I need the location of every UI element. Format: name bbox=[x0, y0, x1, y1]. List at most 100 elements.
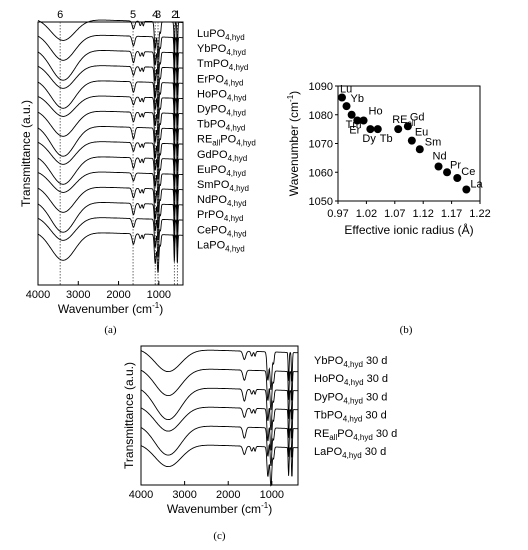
y-axis-label: Transmittance (a.u.) bbox=[122, 362, 136, 469]
y-tick-label: 1090 bbox=[309, 81, 333, 93]
x-tick-label: 4000 bbox=[26, 289, 50, 301]
series-label: SmPO4,hyd bbox=[197, 179, 249, 193]
panel-caption: (c) bbox=[213, 530, 226, 542]
peak-marker-label: 4 bbox=[152, 9, 158, 21]
x-axis-label: Effective ionic radius (Å) bbox=[344, 222, 473, 237]
spectrum-line bbox=[37, 156, 183, 196]
peak-marker-label: 3 bbox=[155, 9, 161, 21]
point-label: Gd bbox=[410, 111, 425, 123]
y-tick-label: 1070 bbox=[309, 139, 333, 151]
point-label: Yb bbox=[351, 93, 364, 105]
panel-caption: (b) bbox=[400, 324, 413, 336]
series-label: YbPO4,hyd 30 d bbox=[314, 355, 387, 369]
spectrum-line bbox=[140, 349, 299, 391]
data-point bbox=[366, 125, 375, 134]
spectrum-line bbox=[37, 217, 183, 257]
x-tick-label: 3000 bbox=[66, 289, 90, 301]
data-point bbox=[434, 162, 443, 171]
x-axis-label: Wavenumber (cm-1) bbox=[167, 501, 272, 516]
point-label: Eu bbox=[415, 127, 428, 139]
series-label: PrPO4,hyd bbox=[197, 209, 243, 223]
y-tick-label: 1050 bbox=[309, 196, 333, 208]
spectrum-line bbox=[37, 232, 183, 273]
spectrum-line bbox=[140, 444, 299, 487]
point-label: Ce bbox=[461, 166, 475, 178]
series-label: TmPO4,hyd bbox=[197, 58, 248, 72]
spectrum-line bbox=[37, 141, 183, 180]
y-axis-label: Wavenumber (cm-1) bbox=[286, 91, 301, 196]
plot-frame bbox=[140, 345, 299, 486]
spectrum-line bbox=[37, 126, 183, 168]
y-axis-label: Transmittance (a.u.) bbox=[19, 100, 33, 207]
data-point bbox=[342, 102, 351, 111]
series-label: EuPO4,hyd bbox=[197, 164, 246, 178]
point-label: Dy bbox=[362, 133, 376, 145]
series-label: HoPO4,hyd 30 d bbox=[314, 373, 388, 387]
data-point bbox=[443, 168, 452, 177]
x-tick-label: 0.97 bbox=[327, 208, 348, 220]
series-label: LaPO4,hyd bbox=[197, 239, 245, 253]
point-label: Sm bbox=[425, 136, 442, 148]
point-label: Ho bbox=[369, 106, 383, 118]
peak-marker-label: 1 bbox=[174, 9, 180, 21]
series-label: TbPO4,hyd bbox=[197, 119, 245, 133]
series-label: DyPO4,hyd 30 d bbox=[314, 391, 387, 405]
panel-caption: (a) bbox=[104, 324, 117, 336]
x-axis-label: Wavenumber (cm-1) bbox=[58, 301, 163, 316]
spectrum-line bbox=[140, 406, 299, 451]
peak-marker-label: 2 bbox=[171, 9, 177, 21]
peak-marker-label: 5 bbox=[130, 9, 136, 21]
point-label: La bbox=[470, 179, 483, 191]
spectrum-line bbox=[140, 425, 299, 467]
series-label: HoPO4,hyd bbox=[197, 88, 247, 102]
spectrum-line bbox=[140, 387, 299, 431]
x-tick-label: 2000 bbox=[106, 289, 130, 301]
series-label: LaPO4,hyd 30 d bbox=[314, 446, 386, 460]
spectrum-line bbox=[37, 50, 183, 91]
series-label: REallPO4,hyd bbox=[197, 134, 256, 148]
point-label: REall bbox=[392, 114, 416, 128]
spectrum-line bbox=[140, 368, 299, 411]
data-point bbox=[453, 174, 462, 182]
y-tick-label: 1060 bbox=[309, 167, 333, 179]
data-point bbox=[407, 136, 416, 145]
data-point bbox=[415, 145, 424, 154]
plot-frame bbox=[37, 21, 184, 286]
series-label: DyPO4,hyd bbox=[197, 104, 246, 118]
data-point bbox=[403, 122, 412, 131]
x-tick-label: 1000 bbox=[260, 489, 284, 501]
series-label: CePO4,hyd bbox=[197, 224, 247, 238]
point-label: Er bbox=[349, 125, 360, 137]
point-label: Tb bbox=[380, 133, 393, 145]
peak-marker-label: 6 bbox=[57, 9, 63, 21]
series-label: NdPO4,hyd bbox=[197, 194, 247, 208]
series-label: LuPO4,hyd bbox=[197, 28, 245, 42]
series-label: TbPO4,hyd 30 d bbox=[314, 410, 387, 424]
series-label: GdPO4,hyd bbox=[197, 149, 247, 163]
series-label: ErPO4,hyd bbox=[197, 73, 243, 87]
panel-b-scatter: 0.97 1.02 1.07 1.12 1.17 1.22 1050 1060 1070 1080… bbox=[286, 81, 491, 336]
series-label: REallPO4,hyd 30 d bbox=[314, 428, 397, 442]
x-tick-label: 1.07 bbox=[384, 208, 405, 220]
spectrum-line bbox=[37, 34, 183, 75]
x-tick-label: 2000 bbox=[216, 489, 240, 501]
x-tick-label: 1000 bbox=[147, 289, 171, 301]
data-point bbox=[353, 116, 362, 125]
x-tick-label: 3000 bbox=[172, 489, 196, 501]
x-tick-label: 1.12 bbox=[412, 208, 433, 220]
spectrum-line bbox=[37, 110, 183, 152]
spectrum-line bbox=[37, 171, 183, 213]
data-point bbox=[359, 116, 368, 125]
x-tick-label: 4000 bbox=[129, 489, 153, 501]
data-point bbox=[462, 185, 471, 194]
y-tick-label: 1080 bbox=[309, 110, 333, 122]
data-point bbox=[373, 125, 382, 134]
point-label: Pr bbox=[450, 159, 461, 171]
spectrum-line bbox=[37, 65, 183, 107]
spectrum-line bbox=[37, 80, 183, 119]
x-tick-label: 1.02 bbox=[356, 208, 377, 220]
spectrum-line bbox=[37, 19, 183, 58]
data-point bbox=[337, 93, 346, 102]
